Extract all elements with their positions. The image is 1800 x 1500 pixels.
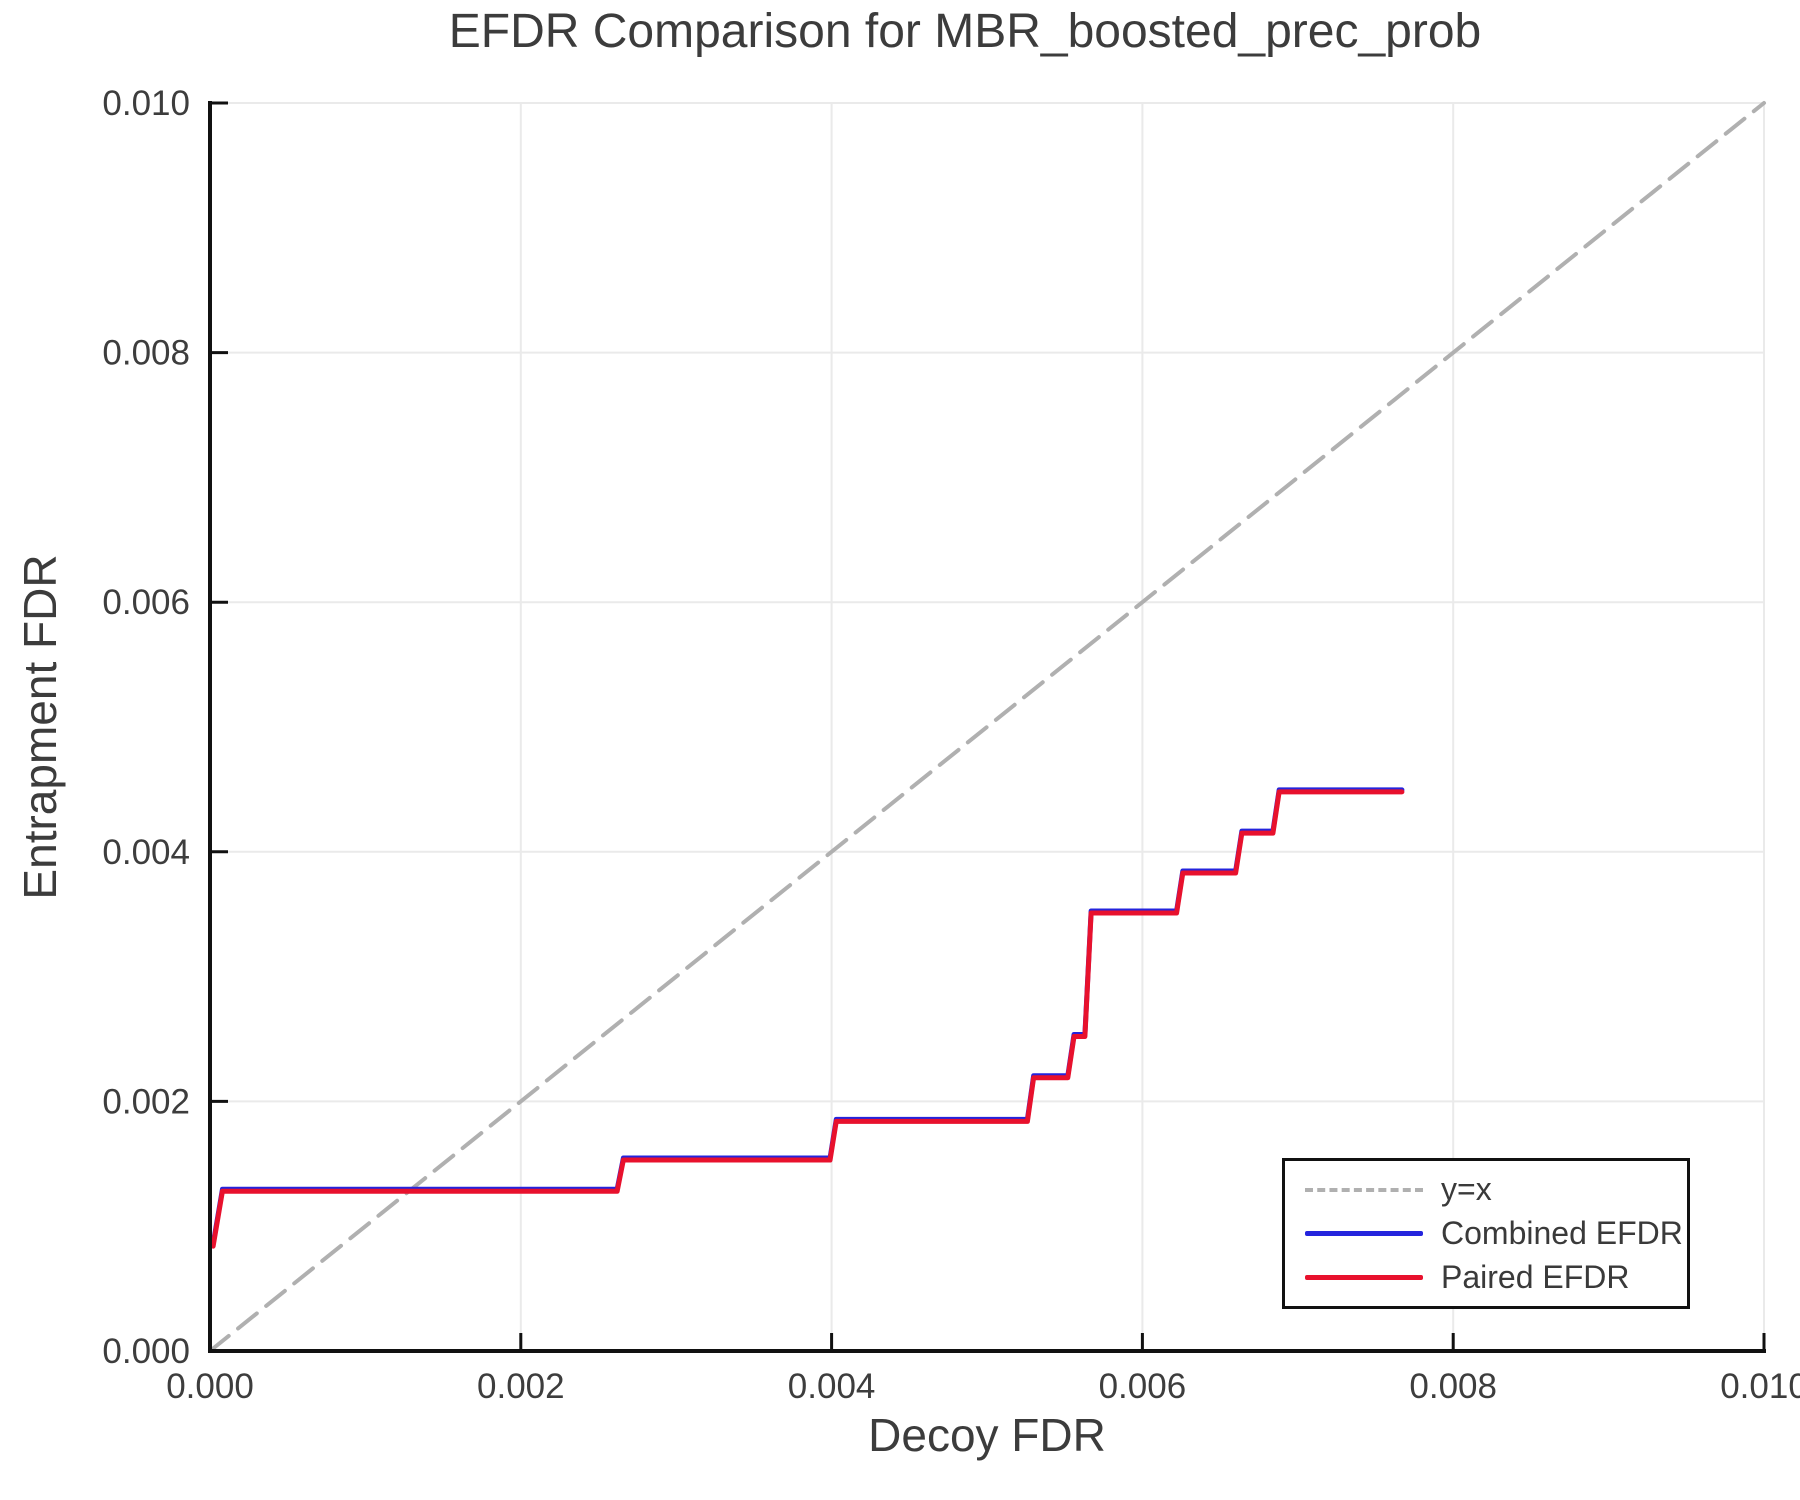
y-axis-label: Entrapment FDR (14, 554, 66, 900)
red-line-swatch (1305, 1275, 1423, 1280)
legend-item-combined-efdr: Combined EFDR (1305, 1212, 1687, 1256)
y-tick-label: 0.010 (102, 84, 190, 123)
x-axis-label: Decoy FDR (868, 1409, 1106, 1461)
legend-item-yx: y=x (1305, 1168, 1687, 1212)
x-tick-label: 0.006 (1099, 1367, 1187, 1406)
y-tick-label: 0.000 (102, 1332, 190, 1371)
legend-label-yx: y=x (1441, 1171, 1492, 1207)
legend-box: y=x Combined EFDR Paired EFDR (1282, 1158, 1690, 1309)
chart-title: EFDR Comparison for MBR_boosted_prec_pro… (448, 5, 1482, 58)
x-tick-label: 0.010 (1720, 1367, 1800, 1406)
legend-label-paired-efdr: Paired EFDR (1441, 1259, 1630, 1295)
y-tick-label: 0.008 (102, 334, 190, 373)
series-paired-efdr (210, 789, 1405, 1249)
blue-line-swatch (1305, 1231, 1423, 1236)
y-tick-label: 0.002 (102, 1082, 190, 1121)
y-tick-label: 0.006 (102, 583, 190, 622)
x-tick-label: 0.002 (477, 1367, 565, 1406)
legend-item-paired-efdr: Paired EFDR (1305, 1256, 1687, 1300)
x-tick-label: 0.008 (1409, 1367, 1497, 1406)
dashed-line-swatch (1305, 1187, 1423, 1192)
series-y-x (208, 101, 1766, 1353)
series-combined-efdr (210, 787, 1405, 1247)
x-tick-label: 0.000 (166, 1367, 254, 1406)
x-tick-label: 0.004 (788, 1367, 876, 1406)
legend-label-combined-efdr: Combined EFDR (1441, 1215, 1683, 1251)
y-tick-label: 0.004 (102, 833, 190, 872)
